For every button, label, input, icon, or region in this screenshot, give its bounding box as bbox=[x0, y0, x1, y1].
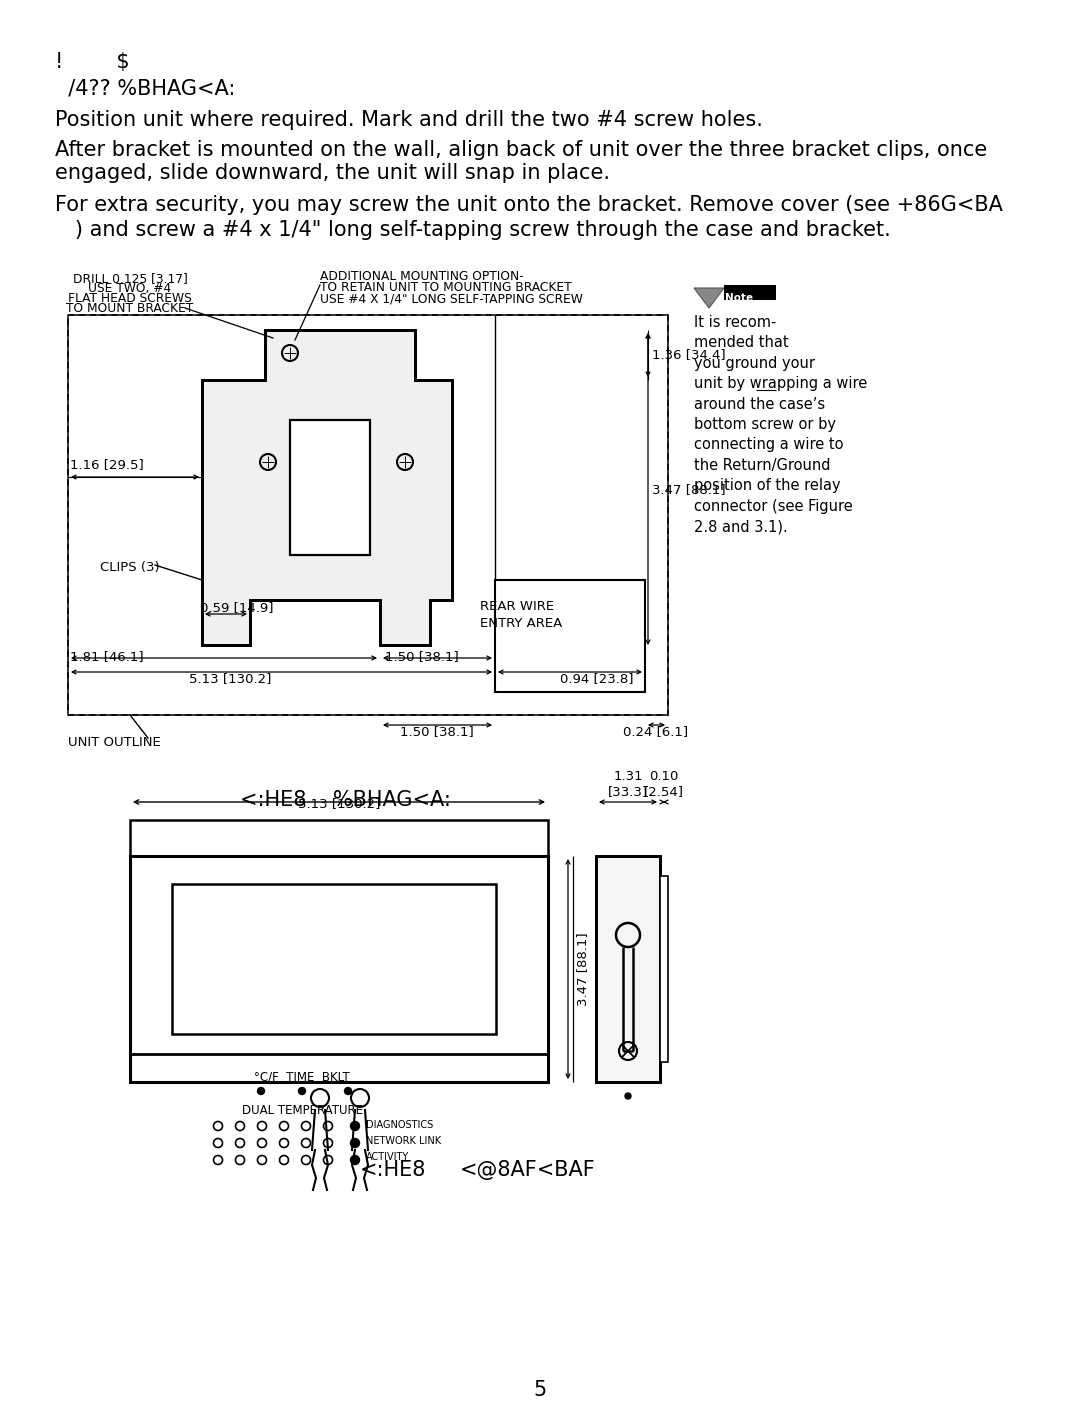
Text: 3.47 [88.1]: 3.47 [88.1] bbox=[652, 483, 726, 497]
Text: NETWORK LINK: NETWORK LINK bbox=[366, 1137, 441, 1147]
Text: For extra security, you may screw the unit onto the bracket. Remove cover (see +: For extra security, you may screw the un… bbox=[55, 195, 1003, 215]
Text: !        $: ! $ bbox=[55, 52, 130, 72]
Text: DUAL TEMPERATURE: DUAL TEMPERATURE bbox=[242, 1104, 363, 1117]
Text: USE #4 X 1/4" LONG SELF-TAPPING SCREW: USE #4 X 1/4" LONG SELF-TAPPING SCREW bbox=[320, 292, 583, 305]
Text: 1.36 [34.4]: 1.36 [34.4] bbox=[652, 349, 726, 361]
Text: Position unit where required. Mark and drill the two #4 screw holes.: Position unit where required. Mark and d… bbox=[55, 110, 762, 130]
Polygon shape bbox=[660, 875, 669, 1062]
Text: engaged, slide downward, the unit will snap in place.: engaged, slide downward, the unit will s… bbox=[55, 162, 610, 184]
Text: TO MOUNT BRACKET: TO MOUNT BRACKET bbox=[66, 302, 193, 315]
Text: 0.10
[2.54]: 0.10 [2.54] bbox=[644, 770, 684, 798]
Polygon shape bbox=[202, 330, 453, 645]
Text: 0.24 [6.1]: 0.24 [6.1] bbox=[623, 724, 689, 738]
Text: TO RETAIN UNIT TO MOUNTING BRACKET: TO RETAIN UNIT TO MOUNTING BRACKET bbox=[320, 281, 571, 294]
Text: 1.50 [38.1]: 1.50 [38.1] bbox=[400, 724, 474, 738]
Text: DRILL 0.125 [3.17]: DRILL 0.125 [3.17] bbox=[72, 273, 188, 285]
Text: 0.59 [14.9]: 0.59 [14.9] bbox=[200, 602, 273, 614]
Circle shape bbox=[351, 1121, 360, 1131]
Text: <@8AF<BAF: <@8AF<BAF bbox=[460, 1161, 596, 1180]
Text: ) and screw a #4 x 1/4" long self-tapping screw through the case and bracket.: ) and screw a #4 x 1/4" long self-tappin… bbox=[55, 220, 891, 240]
Text: 1.50 [38.1]: 1.50 [38.1] bbox=[384, 651, 459, 664]
Text: CLIPS (3): CLIPS (3) bbox=[100, 562, 160, 575]
Polygon shape bbox=[694, 288, 724, 308]
Text: 3.47 [88.1]: 3.47 [88.1] bbox=[576, 932, 589, 1005]
Text: <:HE8    %BHAG<A:: <:HE8 %BHAG<A: bbox=[240, 789, 450, 810]
Polygon shape bbox=[130, 856, 548, 1082]
FancyBboxPatch shape bbox=[724, 285, 777, 299]
Text: 1.81 [46.1]: 1.81 [46.1] bbox=[70, 651, 144, 664]
Text: 1.31
[33.3]: 1.31 [33.3] bbox=[608, 770, 648, 798]
Text: 1.16 [29.5]: 1.16 [29.5] bbox=[70, 459, 144, 472]
Text: /4?? %BHAG<A:: /4?? %BHAG<A: bbox=[55, 78, 235, 97]
Text: 5: 5 bbox=[534, 1380, 546, 1401]
Text: 5.13 [130.2]: 5.13 [130.2] bbox=[298, 796, 380, 810]
Circle shape bbox=[625, 1093, 631, 1099]
Text: <:HE8: <:HE8 bbox=[360, 1161, 427, 1180]
Text: Note: Note bbox=[725, 294, 753, 304]
Text: FLAT HEAD SCREWS: FLAT HEAD SCREWS bbox=[68, 292, 192, 305]
Text: DIAGNOSTICS: DIAGNOSTICS bbox=[366, 1120, 433, 1130]
Text: After bracket is mounted on the wall, align back of unit over the three bracket : After bracket is mounted on the wall, al… bbox=[55, 140, 987, 160]
Circle shape bbox=[298, 1087, 306, 1094]
Text: It is recom-
mended that
you ground your
unit by wrapping a wire
around the case: It is recom- mended that you ground your… bbox=[694, 315, 867, 534]
Text: UNIT OUTLINE: UNIT OUTLINE bbox=[68, 736, 161, 748]
Text: 5.13 [130.2]: 5.13 [130.2] bbox=[189, 672, 271, 685]
Text: 0.94 [23.8]: 0.94 [23.8] bbox=[561, 672, 634, 685]
Circle shape bbox=[257, 1087, 265, 1094]
Text: REAR WIRE
ENTRY AREA: REAR WIRE ENTRY AREA bbox=[480, 600, 563, 630]
Text: ADDITIONAL MOUNTING OPTION-: ADDITIONAL MOUNTING OPTION- bbox=[320, 270, 524, 282]
Circle shape bbox=[351, 1138, 360, 1148]
Text: USE TWO, #4: USE TWO, #4 bbox=[89, 282, 172, 295]
Circle shape bbox=[345, 1087, 351, 1094]
Text: °C/F  TIME  BKLT: °C/F TIME BKLT bbox=[254, 1070, 350, 1084]
Circle shape bbox=[351, 1155, 360, 1165]
Polygon shape bbox=[291, 419, 370, 555]
Polygon shape bbox=[596, 856, 660, 1082]
Text: ACTIVITY: ACTIVITY bbox=[366, 1152, 409, 1162]
